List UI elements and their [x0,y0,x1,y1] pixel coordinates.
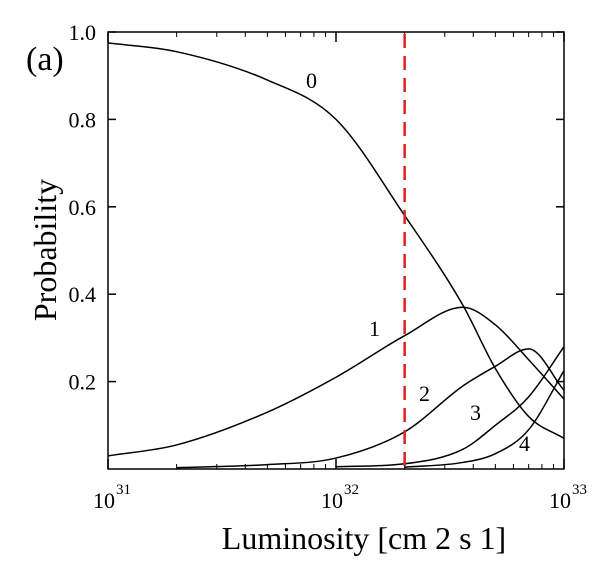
y-tick-label: 0.8 [69,107,97,132]
x-tick-exponent: 33 [572,482,587,498]
y-tick-label: 0.6 [69,195,97,220]
curve-group [107,42,565,469]
x-tick-label: 10 [549,488,571,513]
curve-label-3: 3 [470,400,481,425]
y-tick-label: 0.2 [69,370,97,395]
y-tick-label: 1.0 [69,20,97,45]
x-tick-label: 10 [321,488,343,513]
curve-label-2: 2 [419,381,430,406]
curve-2 [176,348,565,469]
x-axis-ticks: 10 31 10 32 10 33 [93,32,587,513]
curve-0 [107,42,565,440]
y-axis-ticks: 1.0 0.8 0.6 0.4 0.2 [69,20,564,395]
curve-1 [107,306,565,457]
x-tick-label: 10 [93,488,115,513]
x-tick-exponent: 32 [344,482,359,498]
curve-4 [404,370,565,468]
x-tick-exponent: 31 [116,482,131,498]
curve-3 [335,346,565,468]
curve-label-1: 1 [369,316,380,341]
y-axis-title: Probability [27,179,63,321]
y-tick-label: 0.4 [69,282,97,307]
x-axis-title: Luminosity [cm 2 s 1] [222,520,506,556]
curve-label-4: 4 [519,431,530,456]
panel-label: (a) [26,41,64,78]
plot-frame [107,31,565,470]
curve-label-0: 0 [306,68,317,93]
